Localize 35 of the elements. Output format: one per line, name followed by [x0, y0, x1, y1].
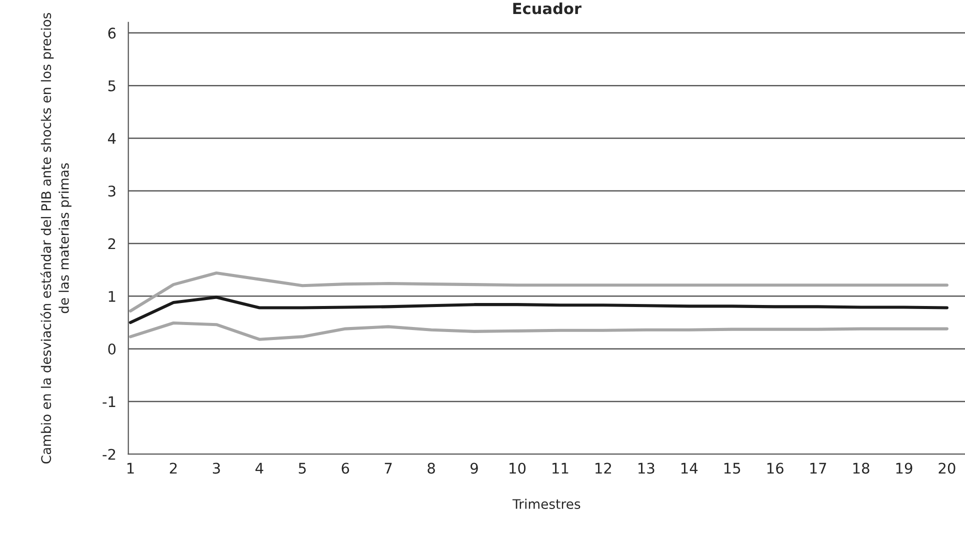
x-tick-label: 9 [470, 462, 478, 474]
x-tick-label: 10 [510, 462, 526, 474]
line-series [128, 321, 948, 341]
y-tick-label: -1 [102, 396, 116, 408]
y-tick-label: 3 [108, 186, 116, 197]
y-tick-label: 5 [108, 80, 116, 92]
x-tick-label: 17 [810, 462, 826, 474]
y-tick-label: 4 [108, 133, 116, 144]
y-tick-label: 0 [108, 344, 116, 355]
x-tick-label: 18 [853, 462, 870, 474]
y-tick-label: -2 [102, 448, 116, 460]
x-tick-label: 5 [298, 462, 306, 474]
x-tick-label: 19 [896, 462, 912, 474]
x-tick-label: 6 [342, 462, 350, 474]
x-tick-label: 3 [212, 462, 220, 474]
x-tick-label: 20 [938, 462, 956, 474]
x-axis-title: Trimestres [512, 498, 580, 509]
x-tick-label: 12 [596, 462, 611, 474]
x-tick-label: 1 [127, 462, 134, 474]
line-series [128, 296, 948, 324]
line-series [128, 271, 948, 312]
x-tick-label: 11 [552, 462, 568, 474]
x-tick-label: 15 [724, 462, 740, 474]
x-tick-label: 8 [428, 462, 435, 474]
x-tick-label: 14 [681, 462, 698, 474]
x-tick-label: 2 [170, 462, 177, 474]
y-tick-label: 1 [108, 291, 116, 302]
chart-title: Ecuador [513, 2, 582, 14]
x-tick-label: 13 [638, 462, 654, 474]
x-tick-label: 4 [255, 462, 264, 474]
y-axis-title: Cambio en la desviación estándar del PIB ante shocks en los precios de las materias primas [40, 12, 72, 464]
y-tick-label: 6 [108, 28, 116, 39]
x-tick-label: 16 [767, 462, 784, 474]
x-tick-label: 7 [384, 462, 392, 474]
y-tick-label: 2 [108, 238, 116, 250]
